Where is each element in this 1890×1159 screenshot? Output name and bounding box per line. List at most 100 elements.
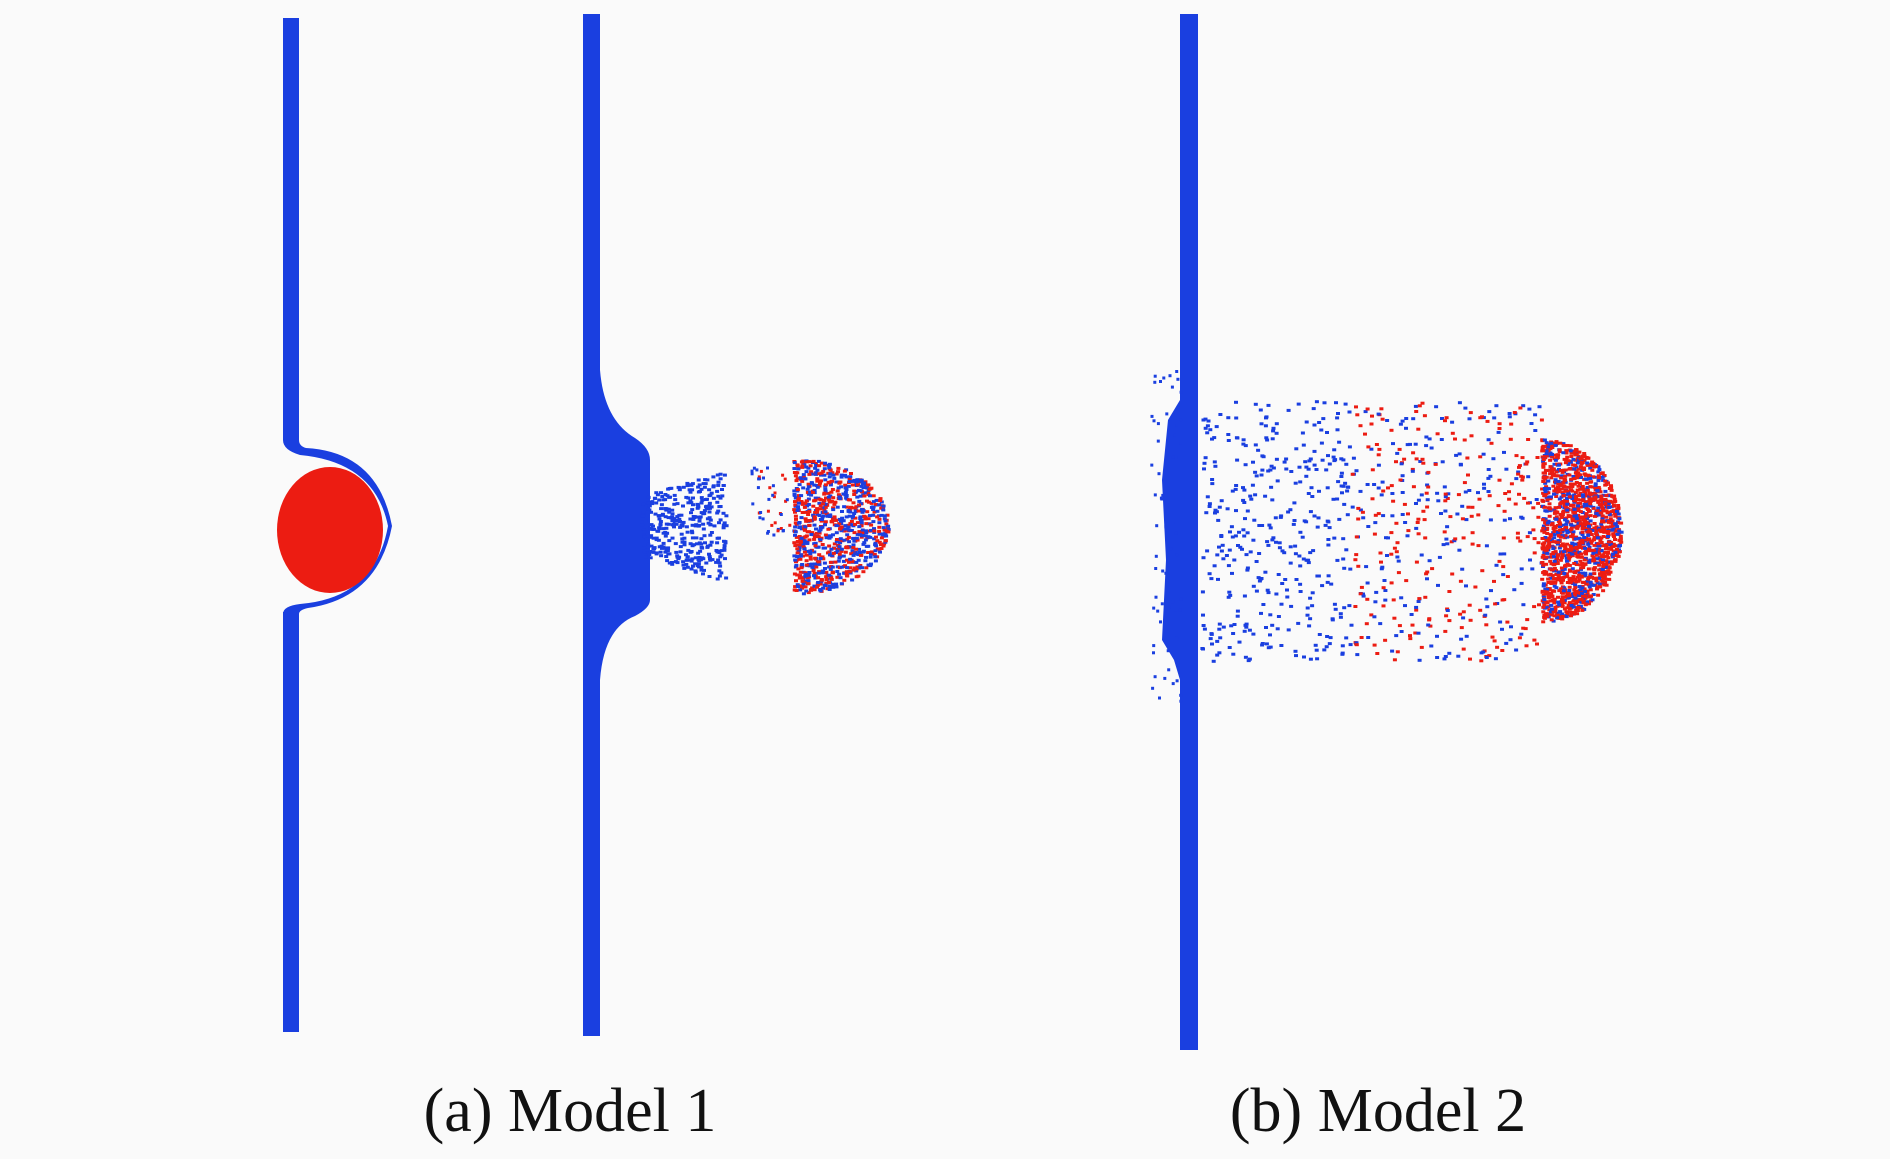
debris-particle	[659, 507, 664, 511]
debris-particle	[1454, 453, 1459, 457]
debris-particle	[1492, 579, 1496, 583]
fragment-particle	[1601, 589, 1606, 593]
debris-particle	[1154, 567, 1158, 570]
fragment-particle	[1552, 540, 1556, 544]
debris-particle	[772, 495, 776, 499]
fragment-particle	[1540, 438, 1545, 442]
fragment-particle	[816, 581, 821, 584]
fragment-particle	[807, 472, 812, 476]
fragment-particle	[1595, 489, 1600, 493]
fragment-particle	[792, 467, 797, 470]
fragment-particle	[863, 534, 868, 538]
debris-particle	[647, 553, 652, 556]
debris-particle	[1176, 377, 1180, 381]
debris-particle	[1229, 525, 1234, 529]
fragment-particle	[1598, 575, 1603, 579]
debris-particle	[1350, 472, 1355, 476]
fragment-particle	[1571, 530, 1576, 534]
fragment-particle	[1574, 465, 1579, 469]
fragment-particle	[1556, 490, 1561, 494]
debris-particle	[1459, 626, 1464, 630]
fragment-particle	[1604, 559, 1609, 563]
fragment-particle	[846, 560, 851, 564]
fragment-particle	[1580, 562, 1585, 565]
debris-particle	[784, 499, 788, 503]
debris-particle	[1212, 564, 1217, 568]
fragment-particle	[792, 493, 797, 497]
debris-particle	[1342, 606, 1347, 610]
fragment-particle	[1612, 500, 1617, 504]
fragment-particle	[1576, 521, 1581, 525]
fragment-particle	[1567, 585, 1572, 589]
fragment-particle	[813, 462, 818, 465]
debris-particle	[756, 486, 760, 490]
fragment-particle	[869, 505, 874, 509]
fragment-particle	[1604, 494, 1609, 498]
fragment-particle	[1545, 587, 1550, 591]
fragment-particle	[1579, 476, 1583, 479]
debris-particle	[1175, 423, 1179, 427]
debris-particle	[1405, 443, 1410, 447]
fragment-particle	[879, 513, 884, 517]
debris-particle	[708, 518, 713, 522]
fragment-particle	[1586, 515, 1590, 518]
debris-particle	[1481, 452, 1486, 456]
fragment-particle	[793, 510, 797, 514]
debris-particle	[1226, 433, 1231, 436]
plate-3-perforated	[1162, 14, 1198, 1050]
debris-particle	[708, 543, 713, 547]
fragment-particle	[794, 517, 798, 521]
debris-particle	[1395, 451, 1400, 455]
fragment-particle	[1612, 497, 1617, 501]
fragment-particle	[1593, 561, 1598, 565]
fragment-particle	[1552, 614, 1557, 618]
fragment-particle	[1540, 577, 1545, 581]
fragment-particle	[1597, 528, 1602, 532]
fragment-particle	[823, 505, 828, 509]
fragment-particle	[1540, 542, 1545, 546]
fragment-particle	[857, 525, 862, 529]
fragment-particle	[1564, 449, 1569, 453]
fragment-particle	[1568, 460, 1573, 464]
debris-particle	[1410, 467, 1415, 471]
fragment-particle	[1550, 473, 1555, 477]
fragment-particle	[823, 504, 828, 508]
debris-particle	[1156, 422, 1160, 426]
debris-particle	[1450, 431, 1455, 435]
debris-particle	[694, 523, 699, 527]
debris-particle	[705, 544, 710, 548]
debris-particle	[1292, 501, 1297, 505]
fragment-particle	[864, 522, 869, 526]
debris-particle	[1439, 512, 1443, 515]
fragment-particle	[823, 533, 828, 537]
debris-particle	[1449, 540, 1454, 544]
fragment-particle	[834, 539, 839, 543]
fragment-particle	[1579, 555, 1584, 559]
fragment-particle	[1571, 475, 1576, 478]
debris-particle	[1528, 558, 1532, 562]
fragment-particle	[1550, 445, 1555, 449]
debris-particle	[1280, 582, 1285, 585]
debris-particle	[647, 508, 652, 512]
fragment-particle	[1580, 493, 1585, 497]
fragment-particle	[1555, 613, 1559, 617]
debris-particle	[1231, 632, 1236, 635]
fragment-particle	[1571, 575, 1576, 579]
debris-particle	[715, 473, 720, 477]
fragment-particle	[1599, 496, 1604, 500]
fragment-particle	[881, 526, 886, 530]
debris-particle	[677, 486, 682, 490]
fragment-particle	[1561, 442, 1566, 446]
debris-particle	[1340, 644, 1345, 648]
debris-particle	[1326, 574, 1331, 578]
debris-particle	[1457, 452, 1462, 456]
debris-particle	[707, 501, 712, 505]
debris-particle	[1508, 638, 1513, 642]
fragment-particle	[1560, 523, 1565, 527]
fragment-particle	[1577, 494, 1582, 498]
debris-particle	[1271, 429, 1276, 433]
debris-particle	[721, 511, 726, 515]
fragment-particle	[814, 527, 818, 531]
debris-particle	[1469, 514, 1474, 518]
fragment-particle	[796, 494, 801, 498]
